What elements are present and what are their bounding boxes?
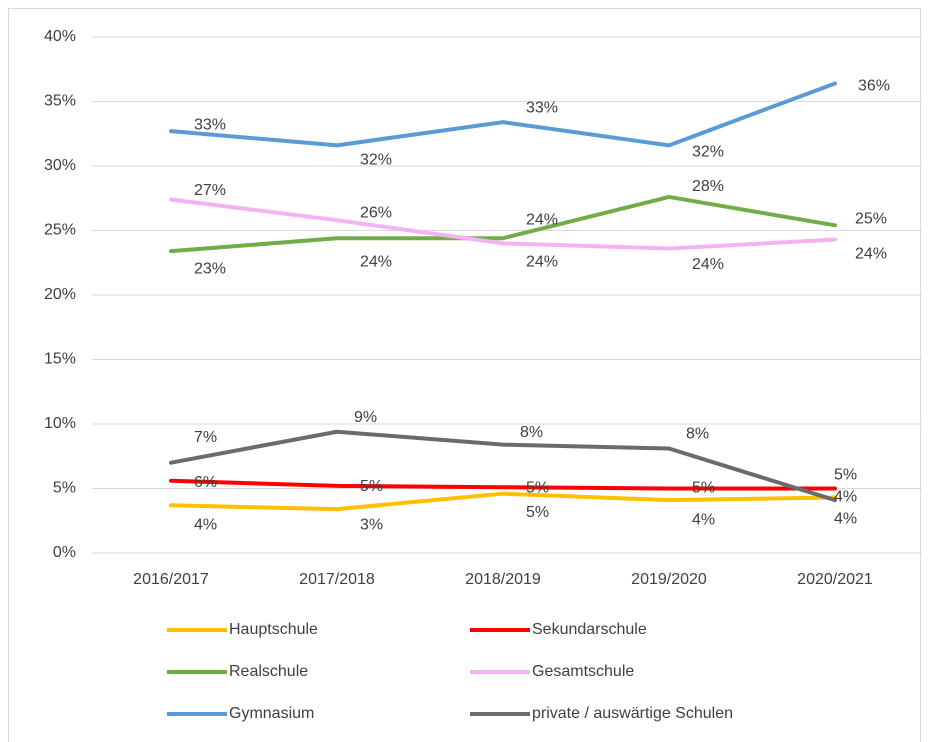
data-label: 9% <box>354 409 377 426</box>
y-tick-label: 40% <box>44 28 76 45</box>
data-label: 24% <box>360 253 392 270</box>
y-tick-label: 5% <box>53 480 76 497</box>
y-tick-label: 10% <box>44 415 76 432</box>
series-line <box>169 197 837 251</box>
data-label: 24% <box>855 246 887 263</box>
data-label: 36% <box>858 78 890 95</box>
data-label: 24% <box>692 256 724 273</box>
legend-label: Hauptschule <box>229 621 318 638</box>
legend-label: Realschule <box>229 663 308 680</box>
series-line <box>169 429 837 503</box>
x-tick-label: 2016/2017 <box>133 571 209 588</box>
data-label: 23% <box>194 260 226 277</box>
data-label: 8% <box>686 426 709 443</box>
data-label: 6% <box>194 474 217 491</box>
legend-label: Gesamtschule <box>532 663 634 680</box>
x-tick-label: 2019/2020 <box>631 571 707 588</box>
data-label: 26% <box>360 204 392 221</box>
data-label: 5% <box>692 480 715 497</box>
data-label: 7% <box>194 429 217 446</box>
legend-label: Sekundarschule <box>532 621 647 638</box>
data-label: 32% <box>692 144 724 161</box>
x-tick-label: 2017/2018 <box>299 571 375 588</box>
x-tick-label: 2020/2021 <box>797 571 873 588</box>
data-label: 5% <box>526 504 549 521</box>
data-label: 33% <box>526 99 558 116</box>
data-label: 5% <box>834 467 857 484</box>
y-tick-label: 20% <box>44 286 76 303</box>
series-line <box>169 194 837 254</box>
legend-label: Gymnasium <box>229 705 314 722</box>
series-line <box>169 81 837 148</box>
data-label: 33% <box>194 116 226 133</box>
series-line <box>169 478 837 491</box>
legend-label: private / auswärtige Schulen <box>532 705 733 722</box>
y-tick-label: 35% <box>44 93 76 110</box>
data-label: 3% <box>360 516 383 533</box>
x-tick-label: 2018/2019 <box>465 571 541 588</box>
data-label: 24% <box>526 211 558 228</box>
data-label: 32% <box>360 152 392 169</box>
data-label: 4% <box>692 511 715 528</box>
data-label: 25% <box>855 211 887 228</box>
y-tick-label: 15% <box>44 351 76 368</box>
data-label: 4% <box>194 516 217 533</box>
data-label: 5% <box>526 479 549 496</box>
chart-border <box>8 8 921 742</box>
data-label: 8% <box>520 424 543 441</box>
data-label: 4% <box>834 488 857 505</box>
data-label: 5% <box>360 478 383 495</box>
data-label: 28% <box>692 178 724 195</box>
data-label: 24% <box>526 254 558 271</box>
data-label: 4% <box>834 511 857 528</box>
y-tick-label: 25% <box>44 222 76 239</box>
y-tick-label: 30% <box>44 157 76 174</box>
series-line <box>169 491 837 512</box>
data-label: 27% <box>194 182 226 199</box>
y-tick-label: 0% <box>53 544 76 561</box>
